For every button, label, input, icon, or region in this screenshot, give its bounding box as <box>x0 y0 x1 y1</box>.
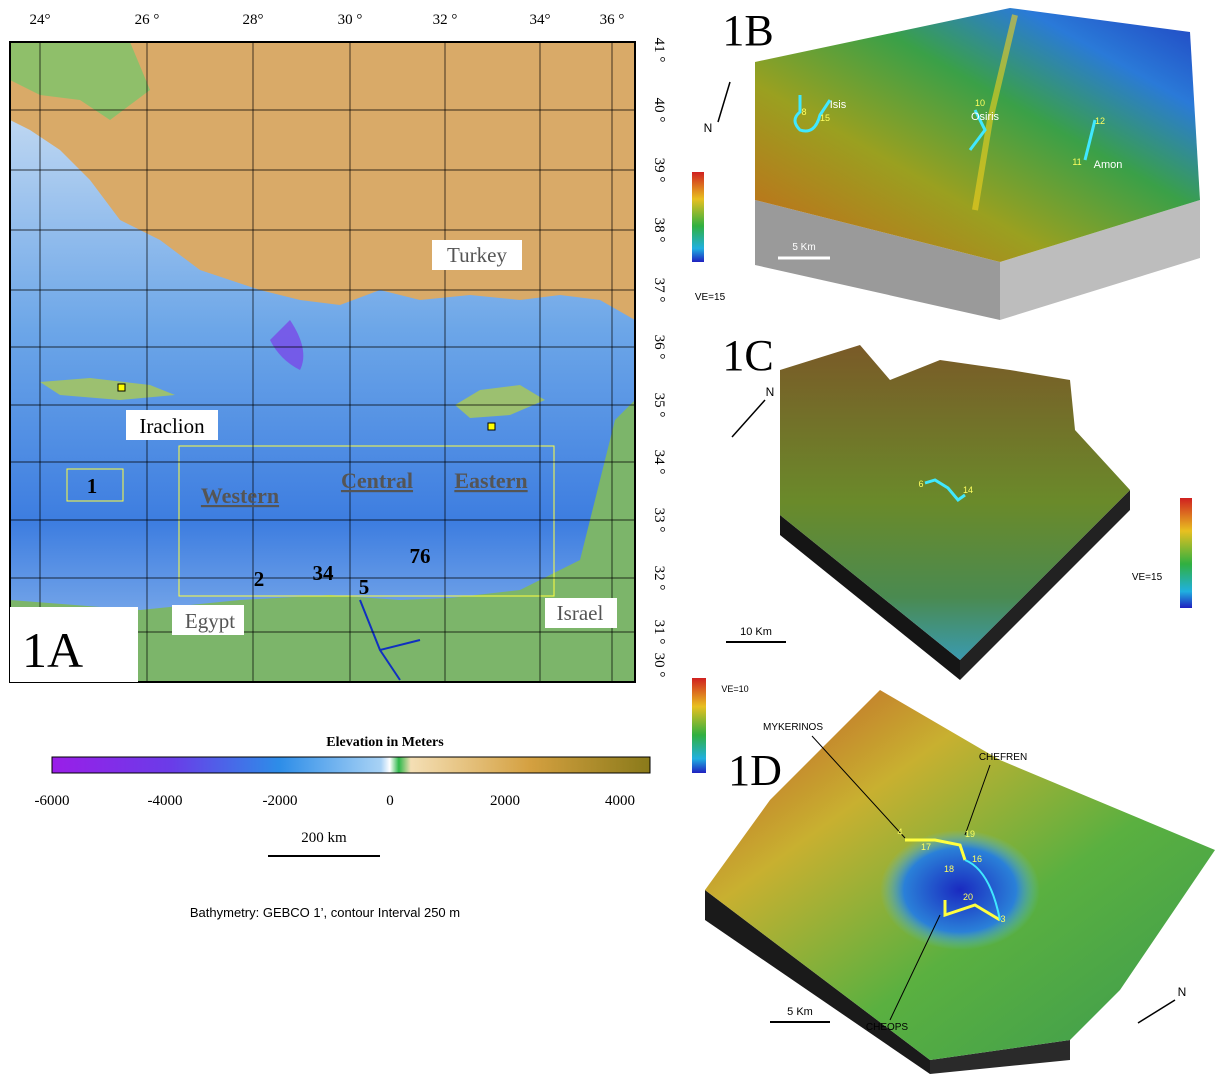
lon-label: 24° <box>30 12 51 28</box>
region-label: Eastern <box>454 468 527 493</box>
north-label: N <box>704 121 713 135</box>
colorbar-tick: -6000 <box>35 793 70 809</box>
lon-label: 32 ° <box>433 12 458 28</box>
lat-label: 40 ° <box>651 98 667 123</box>
marker <box>488 423 495 430</box>
site-name: Amon <box>1094 159 1123 171</box>
panel-label: 1A <box>22 622 83 678</box>
scale-label: 5 Km <box>792 242 815 253</box>
site-label: 5 <box>359 575 370 599</box>
lat-label: 36 ° <box>651 335 667 360</box>
site-number: 10 <box>975 98 985 108</box>
panel-label: 1B <box>722 6 773 55</box>
place-label: Egypt <box>185 609 235 633</box>
site-number: 4 <box>897 827 902 837</box>
site-number: 14 <box>963 485 973 495</box>
colorbar-tick: -2000 <box>263 793 298 809</box>
ve-label: VE=15 <box>695 292 726 303</box>
north-label: N <box>766 385 775 399</box>
surface <box>780 345 1130 660</box>
page: 24° 26 ° 28° 30 ° 32 ° 34° 36 ° 41 ° 40 ° 39 ° 38 … <box>0 0 1221 1074</box>
colorbar-tick: -4000 <box>148 793 183 809</box>
place-label: Iraclion <box>139 414 205 438</box>
map-1a <box>10 42 635 682</box>
scale-label: 10 Km <box>740 626 772 638</box>
colorbar-title: Elevation in Meters <box>326 735 444 750</box>
north-arrow <box>1138 1000 1175 1023</box>
site-number: 17 <box>921 842 931 852</box>
site-number: 19 <box>965 829 975 839</box>
site-number: 12 <box>1095 116 1105 126</box>
colorbar-tick: 2000 <box>490 793 520 809</box>
panel-label: 1D <box>728 746 782 795</box>
region-label: Central <box>341 468 413 493</box>
marker <box>118 384 125 391</box>
figure: 24° 26 ° 28° 30 ° 32 ° 34° 36 ° 41 ° 40 ° 39 ° 38 … <box>0 0 1221 1074</box>
panel-1c <box>726 345 1192 680</box>
lat-label: 34 ° <box>651 450 667 475</box>
site-name: Osiris <box>971 111 1000 123</box>
color-scale <box>692 678 706 773</box>
site-name: CHEOPS <box>866 1022 909 1033</box>
lon-label: 26 ° <box>135 12 160 28</box>
site-label: 2 <box>254 567 265 591</box>
site-name: MYKERINOS <box>763 722 823 733</box>
panel-label: 1C <box>722 331 773 380</box>
site-number: 8 <box>801 107 806 117</box>
panel-1d <box>692 678 1215 1074</box>
site-label: 34 <box>313 561 335 585</box>
lon-label: 36 ° <box>600 12 625 28</box>
site-number: 18 <box>944 864 954 874</box>
scale-label: 200 km <box>301 830 347 846</box>
lon-label: 28° <box>243 12 264 28</box>
lat-label: 32 ° <box>651 566 667 591</box>
region-label: Western <box>201 483 279 508</box>
north-arrow <box>718 82 730 122</box>
site-label: 76 <box>410 544 431 568</box>
site-name: Isis <box>830 99 847 111</box>
site-number: 6 <box>918 479 923 489</box>
lat-label: 35 ° <box>651 393 667 418</box>
lat-label: 30 ° <box>651 653 667 678</box>
site-number: 15 <box>820 113 830 123</box>
lat-label: 33 ° <box>651 508 667 533</box>
colorbar-tick: 0 <box>386 793 394 809</box>
colorbar-tick: 4000 <box>605 793 635 809</box>
north-arrow <box>732 400 765 437</box>
place-label: Israel <box>557 601 604 625</box>
ve-label: VE=10 <box>721 684 748 694</box>
lat-label: 37 ° <box>651 278 667 303</box>
lat-label: 41 ° <box>651 38 667 63</box>
lat-label: 39 ° <box>651 158 667 183</box>
site-number: 11 <box>1072 157 1081 167</box>
north-label: N <box>1178 985 1187 999</box>
site-label: 1 <box>87 474 98 498</box>
site-name: CHEFREN <box>979 752 1027 763</box>
lat-label: 38 ° <box>651 218 667 243</box>
ve-label: VE=15 <box>1132 572 1163 583</box>
site-number: 3 <box>1000 914 1005 924</box>
site-number: 20 <box>963 892 973 902</box>
color-scale <box>1180 498 1192 608</box>
caption: Bathymetry: GEBCO 1’, contour Interval 2… <box>190 905 460 920</box>
site-number: 16 <box>972 854 982 864</box>
lon-label: 34° <box>530 12 551 28</box>
scale-label: 5 Km <box>787 1006 813 1018</box>
color-scale <box>692 172 704 262</box>
place-label: Turkey <box>447 243 507 267</box>
lat-label: 31 ° <box>651 620 667 645</box>
lon-label: 30 ° <box>338 12 363 28</box>
colorbar <box>52 757 650 773</box>
